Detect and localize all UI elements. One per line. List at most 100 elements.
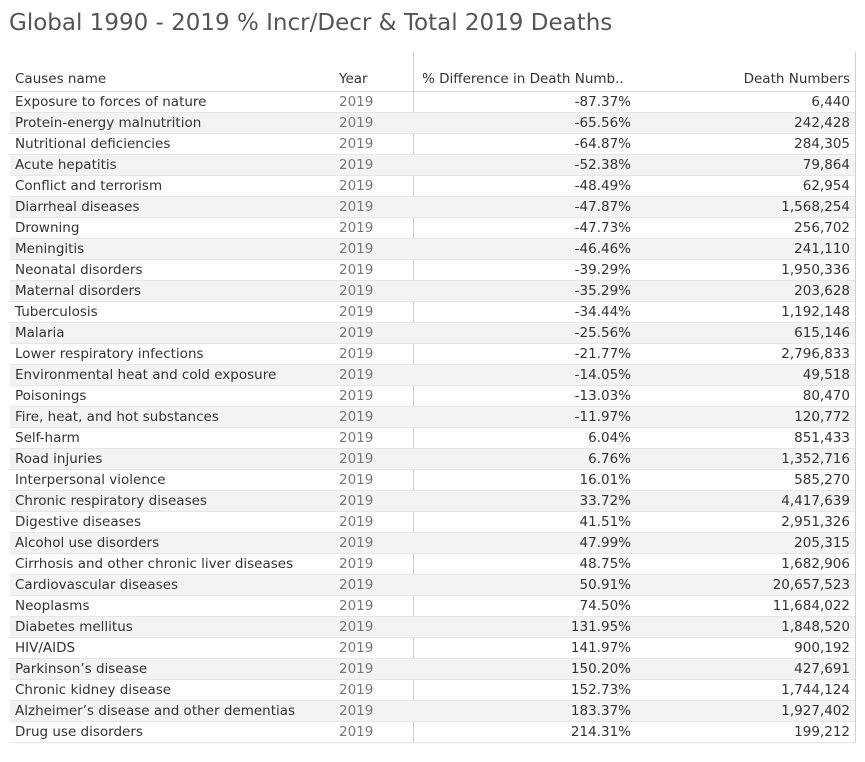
cell-cause: Digestive diseases [15, 514, 141, 530]
table-row[interactable]: Alzheimer’s disease and other dementias 2… [10, 701, 855, 722]
cell-year: 2019 [339, 325, 374, 341]
cell-death-numbers: 242,428 [794, 115, 850, 131]
cell-pct-difference: -21.77% [574, 346, 631, 362]
cell-year: 2019 [339, 367, 374, 383]
table-row[interactable]: Acute hepatitis 2019 -52.38% 79,864 [10, 155, 855, 176]
cell-death-numbers: 203,628 [794, 283, 850, 299]
table-row[interactable]: Fire, heat, and hot substances 2019 -11.97… [10, 407, 855, 428]
table-row[interactable]: Diarrheal diseases 2019 -47.87% 1,568,254 [10, 197, 855, 218]
table-row[interactable]: Chronic kidney disease 2019 152.73% 1,744,1… [10, 680, 855, 701]
cell-death-numbers: 241,110 [794, 241, 850, 257]
table-row[interactable]: Self-harm 2019 6.04% 851,433 [10, 428, 855, 449]
table-row[interactable]: Alcohol use disorders 2019 47.99% 205,315 [10, 533, 855, 554]
cell-pct-difference: -11.97% [574, 409, 631, 425]
cell-year: 2019 [339, 619, 374, 635]
cell-cause: Chronic respiratory diseases [15, 493, 207, 509]
cell-pct-difference: 33.72% [579, 493, 631, 509]
cell-pct-difference: -64.87% [574, 136, 631, 152]
cell-year: 2019 [339, 472, 374, 488]
cell-pct-difference: 183.37% [570, 703, 631, 719]
cell-year: 2019 [339, 703, 374, 719]
header-year[interactable]: Year [339, 71, 368, 87]
table-row[interactable]: Nutritional deficiencies 2019 -64.87% 284,3… [10, 134, 855, 155]
cell-year: 2019 [339, 451, 374, 467]
table-row[interactable]: Environmental heat and cold exposure 2019… [10, 365, 855, 386]
cell-death-numbers: 256,702 [794, 220, 850, 236]
cell-year: 2019 [339, 241, 374, 257]
table-row[interactable]: Drowning 2019 -47.73% 256,702 [10, 218, 855, 239]
cell-cause: Road injuries [15, 451, 103, 467]
table-row[interactable]: Diabetes mellitus 2019 131.95% 1,848,520 [10, 617, 855, 638]
cell-year: 2019 [339, 514, 374, 530]
cell-pct-difference: 131.95% [570, 619, 631, 635]
table-row[interactable]: Cardiovascular diseases 2019 50.91% 20,657,… [10, 575, 855, 596]
cell-pct-difference: -47.87% [574, 199, 631, 215]
cell-death-numbers: 585,270 [794, 472, 850, 488]
cell-cause: Neonatal disorders [15, 262, 143, 278]
table-row[interactable]: Interpersonal violence 2019 16.01% 585,270 [10, 470, 855, 491]
cell-year: 2019 [339, 388, 374, 404]
cell-cause: Cardiovascular diseases [15, 577, 179, 593]
cell-pct-difference: -46.46% [574, 241, 631, 257]
cell-cause: Meningitis [15, 241, 85, 257]
cell-pct-difference: 214.31% [570, 724, 631, 740]
cell-year: 2019 [339, 94, 374, 110]
cell-cause: Conflict and terrorism [15, 178, 163, 194]
cell-cause: Neoplasms [15, 598, 90, 614]
cell-death-numbers: 1,192,148 [781, 304, 850, 320]
table-row[interactable]: Malaria 2019 -25.56% 615,146 [10, 323, 855, 344]
cell-cause: Chronic kidney disease [15, 682, 172, 698]
cell-death-numbers: 2,951,326 [781, 514, 850, 530]
cell-cause: Malaria [15, 325, 65, 341]
cell-death-numbers: 1,927,402 [781, 703, 850, 719]
header-pct-difference[interactable]: % Difference in Death Numb.. [422, 71, 624, 87]
cell-year: 2019 [339, 535, 374, 551]
cell-cause: Environmental heat and cold exposure [15, 367, 277, 383]
cell-year: 2019 [339, 724, 374, 740]
cell-year: 2019 [339, 598, 374, 614]
table-row[interactable]: Cirrhosis and other chronic liver diseas… [10, 554, 855, 575]
header-causes-name[interactable]: Causes name [15, 71, 107, 87]
table-row[interactable]: Exposure to forces of nature 2019 -87.37% 6… [10, 92, 855, 113]
cell-year: 2019 [339, 682, 374, 698]
table-row[interactable]: Drug use disorders 2019 214.31% 199,212 [10, 722, 855, 743]
cell-pct-difference: -25.56% [574, 325, 631, 341]
cell-pct-difference: 6.76% [588, 451, 631, 467]
cell-death-numbers: 900,192 [794, 640, 850, 656]
cell-year: 2019 [339, 640, 374, 656]
table-row[interactable]: Protein-energy malnutrition 2019 -65.56% 24… [10, 113, 855, 134]
table-row[interactable]: Tuberculosis 2019 -34.44% 1,192,148 [10, 302, 855, 323]
cell-pct-difference: -87.37% [574, 94, 631, 110]
cell-year: 2019 [339, 262, 374, 278]
cell-death-numbers: 1,568,254 [781, 199, 850, 215]
table-row[interactable]: Chronic respiratory diseases 2019 33.72% 4,… [10, 491, 855, 512]
cell-year: 2019 [339, 199, 374, 215]
table-row[interactable]: Digestive diseases 2019 41.51% 2,951,326 [10, 512, 855, 533]
cell-year: 2019 [339, 115, 374, 131]
table-row[interactable]: Road injuries 2019 6.76% 1,352,716 [10, 449, 855, 470]
cell-year: 2019 [339, 220, 374, 236]
cell-year: 2019 [339, 346, 374, 362]
cell-pct-difference: -14.05% [574, 367, 631, 383]
table-row[interactable]: Maternal disorders 2019 -35.29% 203,628 [10, 281, 855, 302]
cell-pct-difference: 152.73% [570, 682, 631, 698]
cell-year: 2019 [339, 430, 374, 446]
cell-death-numbers: 79,864 [802, 157, 850, 173]
cell-year: 2019 [339, 493, 374, 509]
table-row[interactable]: Neonatal disorders 2019 -39.29% 1,950,336 [10, 260, 855, 281]
cell-death-numbers: 62,954 [802, 178, 850, 194]
table-row[interactable]: Poisonings 2019 -13.03% 80,470 [10, 386, 855, 407]
cell-pct-difference: -39.29% [574, 262, 631, 278]
page-title: Global 1990 - 2019 % Incr/Decr & Total 2… [9, 10, 613, 36]
cell-pct-difference: -48.49% [574, 178, 631, 194]
table-row[interactable]: Meningitis 2019 -46.46% 241,110 [10, 239, 855, 260]
cell-death-numbers: 2,796,833 [781, 346, 850, 362]
table-row[interactable]: Conflict and terrorism 2019 -48.49% 62,954 [10, 176, 855, 197]
table-row[interactable]: Neoplasms 2019 74.50% 11,684,022 [10, 596, 855, 617]
cell-pct-difference: 141.97% [570, 640, 631, 656]
table-row[interactable]: Parkinson’s disease 2019 150.20% 427,691 [10, 659, 855, 680]
table-row[interactable]: Lower respiratory infections 2019 -21.77% 2… [10, 344, 855, 365]
table-row[interactable]: HIV/AIDS 2019 141.97% 900,192 [10, 638, 855, 659]
header-death-numbers[interactable]: Death Numbers [743, 71, 850, 87]
cell-cause: HIV/AIDS [15, 640, 76, 656]
